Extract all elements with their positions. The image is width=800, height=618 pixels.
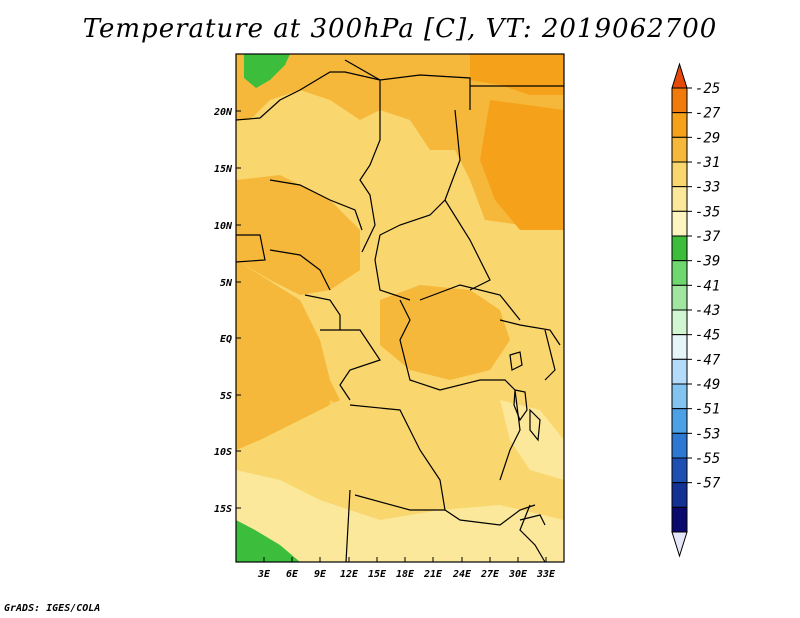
lon-label: 12E [340, 569, 359, 580]
colorbar-label: -41 [695, 278, 720, 294]
country-borders [235, 59, 564, 563]
lon-label: 18E [396, 569, 415, 580]
colorbar-label: -25 [695, 81, 720, 97]
lat-label: 10S [214, 447, 232, 458]
temperature-field [236, 54, 564, 562]
colorbar-label: -29 [695, 130, 720, 146]
lon-label: 15E [368, 569, 387, 580]
lon-label: 6E [286, 569, 299, 580]
colorbar-swatch [671, 136, 688, 163]
colorbar-swatch [671, 112, 688, 138]
colorbar-label: -55 [695, 451, 720, 467]
lon-label: 30E [508, 569, 528, 580]
colorbar-label: -35 [695, 204, 720, 220]
colorbar-swatch [671, 334, 688, 360]
colorbar-swatch [671, 284, 688, 311]
colorbar-label: -57 [695, 476, 721, 492]
colorbar-label: -49 [695, 377, 720, 393]
lat-label: 10N [214, 221, 233, 232]
colorbar-swatch [671, 161, 688, 188]
colorbar-swatch [671, 482, 688, 508]
colorbar-swatch [671, 309, 688, 336]
colorbar-bottom-arrow [671, 531, 688, 558]
lon-label: 27E [480, 569, 500, 580]
lat-label: 5S [220, 391, 232, 402]
colorbar-label: -39 [695, 254, 720, 270]
colorbar-swatch [671, 358, 688, 385]
lat-label: 15S [214, 504, 232, 515]
colorbar-swatch [671, 432, 688, 459]
colorbar-label: -51 [695, 402, 720, 418]
lat-label: 20N [213, 107, 233, 118]
colorbar-label: -37 [695, 229, 721, 245]
colorbar-label: -43 [695, 303, 720, 319]
map-frame [235, 53, 565, 563]
colorbar-swatch [671, 408, 688, 434]
colorbar-label: -31 [695, 155, 720, 171]
longitude-axis: 3E 6E 9E 12E 15E 18E 21E 24E 27E 30E 33E [257, 557, 556, 580]
colorbar-top-arrow [671, 62, 688, 89]
lon-label: 9E [314, 569, 327, 580]
colorbar: -25 -27 -29 -31 -33 -35 -37 -39 -41 -43 -45 -47 -49 -… [671, 62, 721, 558]
colorbar-label: -53 [695, 426, 720, 442]
latitude-axis: 20N 15N 10N 5N EQ 5S 10S 15S [213, 107, 241, 515]
colorbar-swatch [671, 506, 688, 533]
lon-label: 24E [452, 569, 472, 580]
colorbar-label: -45 [695, 328, 720, 344]
lon-label: 3E [257, 569, 271, 580]
colorbar-swatch [671, 87, 688, 114]
colorbar-swatch [671, 260, 688, 286]
lon-label: 33E [536, 569, 556, 580]
lat-label: EQ [220, 334, 232, 345]
colorbar-swatch [671, 210, 688, 237]
grads-credit: GrADS: IGES/COLA [4, 603, 101, 614]
map-title: Temperature at 300hPa [C], VT: 201906270… [82, 14, 718, 44]
colorbar-swatch [671, 457, 688, 484]
colorbar-swatch [671, 186, 688, 212]
colorbar-label: -27 [695, 106, 721, 122]
lat-label: 15N [214, 164, 233, 175]
lon-label: 21E [423, 569, 443, 580]
lat-label: 5N [220, 278, 233, 289]
colorbar-label: -47 [695, 352, 721, 368]
colorbar-label: -33 [695, 180, 720, 196]
colorbar-swatch [671, 235, 688, 262]
colorbar-swatch [671, 383, 688, 410]
